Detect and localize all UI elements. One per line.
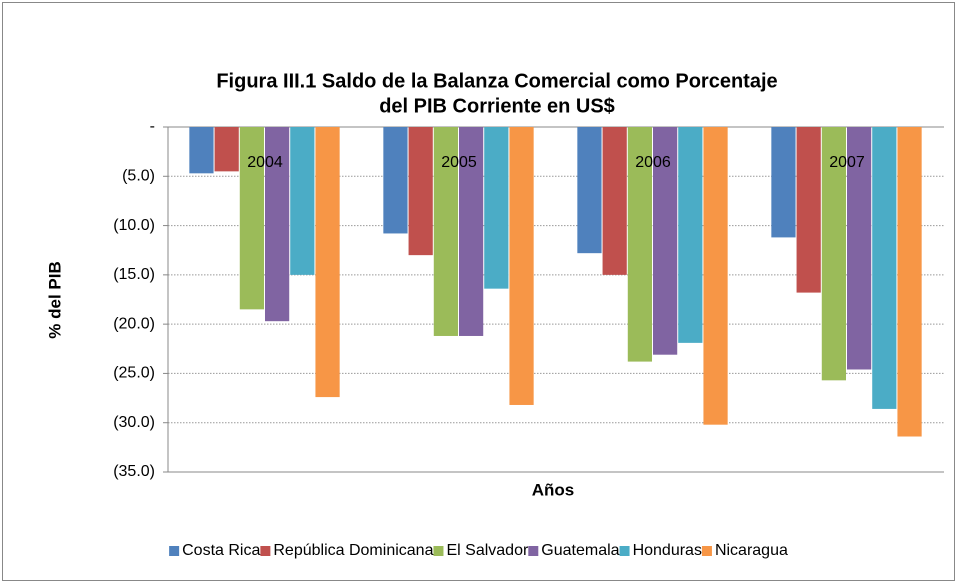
category-label: 2004	[247, 154, 283, 171]
legend-swatch	[528, 546, 539, 556]
bar	[315, 127, 340, 398]
bar	[577, 127, 602, 254]
bar	[189, 127, 214, 174]
bar	[872, 127, 897, 409]
bar	[847, 127, 872, 370]
bar	[703, 127, 728, 425]
y-tick-label: -	[150, 118, 155, 135]
bar	[796, 127, 821, 293]
bar	[509, 127, 534, 405]
bar	[771, 127, 796, 238]
y-tick-label: (35.0)	[113, 463, 155, 480]
legend-label: Nicaragua	[715, 542, 788, 559]
bar	[821, 127, 846, 381]
y-tick-label: (30.0)	[113, 414, 155, 431]
y-tick-label: (10.0)	[113, 217, 155, 234]
y-axis-title: % del PIB	[45, 261, 64, 338]
bar	[265, 127, 290, 322]
y-tick-label: (15.0)	[113, 266, 155, 283]
bar	[214, 127, 239, 172]
legend-label: Honduras	[633, 542, 702, 559]
bar	[627, 127, 652, 362]
legend-swatch	[169, 546, 180, 556]
y-tick-label: (20.0)	[113, 315, 155, 332]
bar	[653, 127, 678, 355]
legend-label: El Salvador	[446, 542, 528, 559]
bar	[459, 127, 484, 336]
bar	[678, 127, 703, 343]
chart-title: del PIB Corriente en US$	[379, 95, 615, 117]
legend-swatch	[619, 546, 630, 556]
legend-label: República Dominicana	[273, 542, 433, 559]
category-label: 2005	[441, 154, 477, 171]
x-axis-title: Años	[532, 480, 575, 499]
chart-title: Figura III.1 Saldo de la Balanza Comerci…	[216, 70, 777, 92]
bar	[897, 127, 922, 437]
bar	[484, 127, 509, 289]
bar	[408, 127, 433, 256]
legend-swatch	[260, 546, 271, 556]
y-tick-label: (5.0)	[122, 168, 155, 185]
bar	[290, 127, 315, 275]
legend-label: Guatemala	[541, 542, 619, 559]
category-label: 2006	[635, 154, 671, 171]
y-tick-label: (25.0)	[113, 365, 155, 382]
legend-label: Costa Rica	[182, 542, 260, 559]
bar	[433, 127, 458, 336]
legend-swatch	[701, 546, 712, 556]
legend-swatch	[433, 546, 444, 556]
bar	[602, 127, 627, 275]
bar	[383, 127, 408, 234]
bar	[239, 127, 264, 310]
category-label: 2007	[829, 154, 865, 171]
